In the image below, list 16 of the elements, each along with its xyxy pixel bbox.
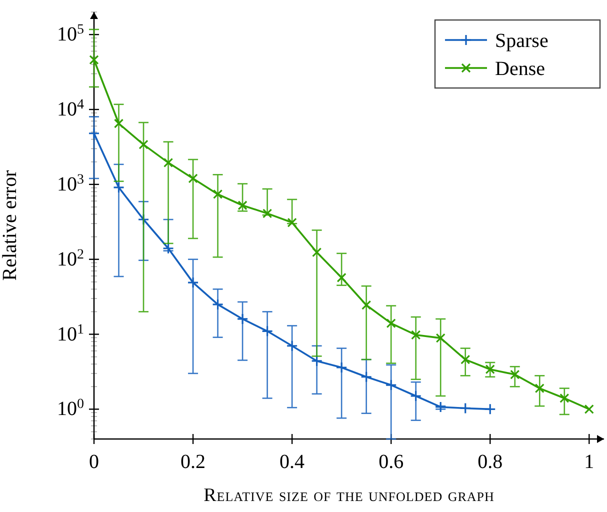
y-tick-label: 10$^{5}$: [57, 22, 84, 46]
x-tick-label: 0.4: [280, 451, 305, 473]
x-axis-title: Relative size of the unfolded graph: [204, 485, 494, 506]
x-tick-label: 0.6: [378, 451, 404, 473]
x-tick-label: 0.2: [180, 451, 206, 473]
y-tick-label: 10$^{1}$: [57, 322, 84, 346]
y-tick-label: 10$^{4}$: [57, 96, 84, 120]
y-tick-label: 10$^{0}$: [57, 396, 84, 420]
x-tick-label: 0.8: [478, 451, 503, 473]
y-tick-label: 10$^{3}$: [57, 172, 84, 196]
x-tick-label: 0: [89, 451, 99, 473]
legend-label: Sparse: [495, 30, 548, 52]
x-tick-label: 1: [584, 451, 594, 473]
y-tick-label: 10$^{2}$: [57, 246, 84, 270]
legend-label: Dense: [495, 58, 546, 80]
y-axis-title: Relative error: [0, 170, 21, 281]
